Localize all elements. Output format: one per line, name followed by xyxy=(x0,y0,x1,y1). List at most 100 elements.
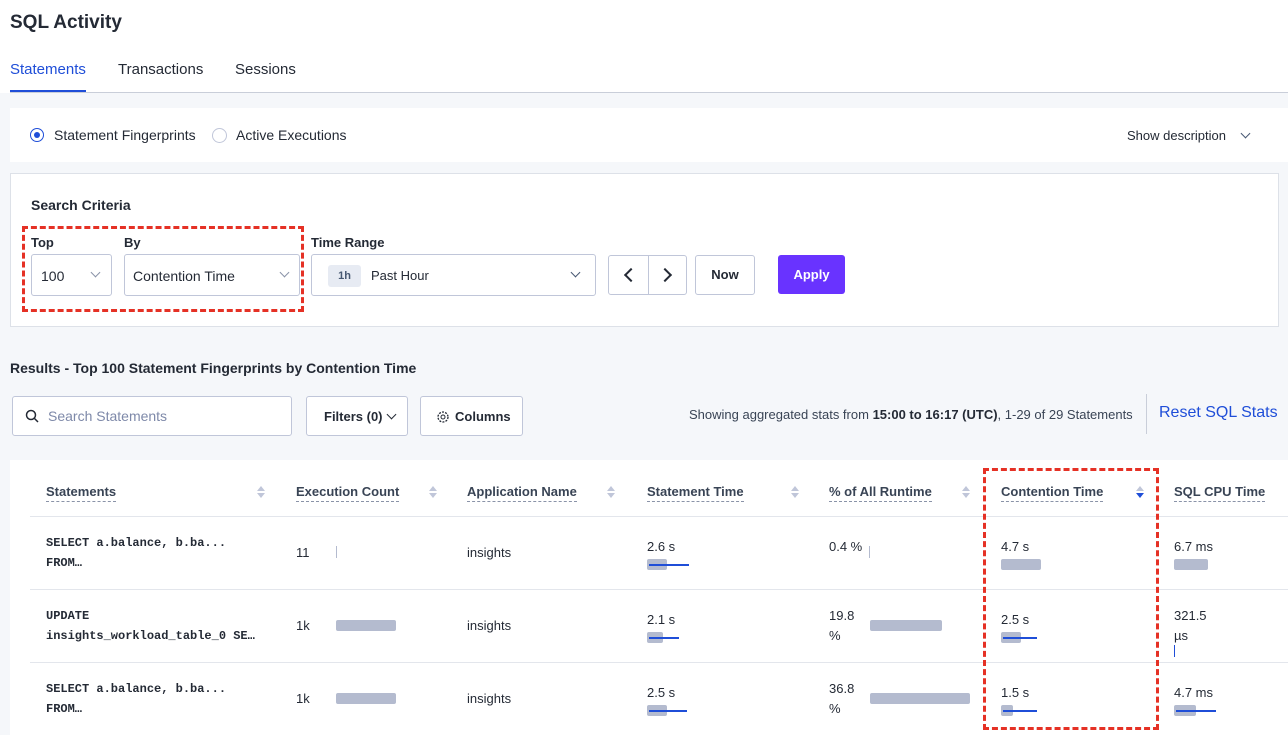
by-select[interactable]: Contention Time xyxy=(124,254,300,296)
mode-panel: Statement Fingerprints Active Executions… xyxy=(10,108,1288,162)
now-button[interactable]: Now xyxy=(695,255,755,295)
summary-prefix: Showing aggregated stats from xyxy=(689,407,869,422)
field-label: Top xyxy=(31,235,54,250)
description-toggle[interactable]: Show description xyxy=(1127,128,1226,143)
highlight-box xyxy=(983,468,1159,730)
table-cell: insights xyxy=(467,691,512,706)
row-divider xyxy=(30,662,1288,663)
sparkline xyxy=(870,620,942,631)
summary-suffix: , 1-29 of 29 Statements xyxy=(997,407,1133,422)
table-cell: 2.1 s xyxy=(647,612,676,627)
sparkline-line xyxy=(649,710,687,712)
section-title: Search Criteria xyxy=(31,197,131,213)
sparkline-line xyxy=(1003,637,1037,639)
tab[interactable]: Transactions xyxy=(118,61,204,78)
chevron xyxy=(1240,128,1251,139)
tab[interactable]: Statements xyxy=(10,61,86,78)
search-input[interactable]: Search Statements xyxy=(12,396,292,436)
reset-link[interactable]: Reset SQL Stats xyxy=(1159,404,1278,421)
radio-label[interactable]: Active Executions xyxy=(236,127,347,143)
sort-icon[interactable] xyxy=(429,485,437,498)
sparkline-line xyxy=(649,564,689,566)
table-cell: 321.5 µs xyxy=(1174,608,1207,643)
radio[interactable] xyxy=(212,128,227,143)
search-panel: Search Criteria Top 100 By Contention Ti… xyxy=(10,173,1279,327)
column-header[interactable]: % of All Runtime xyxy=(829,484,932,502)
table-cell: 36.8 % xyxy=(829,681,855,716)
column-header[interactable]: Contention Time xyxy=(1001,484,1104,502)
table-cell: 2.5 s xyxy=(647,685,676,700)
table-cell: 1.5 s xyxy=(1001,685,1030,700)
field-label: By xyxy=(124,235,141,250)
column-header[interactable]: Statements xyxy=(46,484,117,502)
chevron xyxy=(570,267,581,278)
select-value: Past Hour xyxy=(371,268,429,283)
sort-icon[interactable] xyxy=(257,485,265,498)
results-title: Results - Top 100 Statement Fingerprints… xyxy=(10,360,417,376)
table-cell: 4.7 ms xyxy=(1174,685,1214,700)
table-cell: 2.5 s xyxy=(1001,612,1030,627)
sparkline xyxy=(336,693,396,704)
sort-icon[interactable] xyxy=(791,485,799,498)
placeholder: Search Statements xyxy=(48,408,168,424)
sparkline xyxy=(1174,645,1175,657)
page-title: SQL Activity xyxy=(10,12,122,33)
radio[interactable] xyxy=(30,128,44,142)
column-header[interactable]: Statement Time xyxy=(647,484,744,502)
table-cell: UPDATE insights_workload_table_0 SE… xyxy=(46,609,255,643)
summary: Showing aggregated stats from 15:00 to 1… xyxy=(689,407,1133,422)
table-cell: 2.6 s xyxy=(647,539,676,554)
sparkline xyxy=(336,620,396,631)
table-cell: 1k xyxy=(296,618,310,633)
column-header[interactable]: Application Name xyxy=(467,484,577,502)
divider xyxy=(10,92,1288,93)
column-header[interactable]: SQL CPU Time xyxy=(1174,484,1266,502)
table-cell: 0.4 % xyxy=(829,539,863,554)
separator xyxy=(1146,394,1147,434)
table-cell: 4.7 s xyxy=(1001,539,1030,554)
sort-icon[interactable] xyxy=(1136,485,1144,498)
sparkline xyxy=(1001,559,1041,570)
table-cell: 19.8 % xyxy=(829,608,855,643)
row-divider xyxy=(30,516,1288,517)
sparkline-line xyxy=(1176,710,1216,712)
tab[interactable]: Sessions xyxy=(235,61,296,78)
sparkline-line xyxy=(1003,710,1037,712)
table-cell: 6.7 ms xyxy=(1174,539,1214,554)
column-header[interactable]: Execution Count xyxy=(296,484,400,502)
row-divider xyxy=(30,589,1288,590)
filters-button[interactable]: Filters (0) xyxy=(306,396,408,436)
sparkline-line xyxy=(649,637,679,639)
tab-underline xyxy=(10,90,86,93)
sparkline xyxy=(336,546,337,558)
field-label: Time Range xyxy=(311,235,385,250)
table-cell: 11 xyxy=(296,545,310,560)
table-cell: SELECT a.balance, b.ba... FROM… xyxy=(46,682,227,716)
button-label: Columns xyxy=(455,409,511,424)
table-cell: insights xyxy=(467,618,512,633)
radio-label[interactable]: Statement Fingerprints xyxy=(54,127,196,143)
table-cell: 1k xyxy=(296,691,310,706)
highlight-box xyxy=(22,226,304,312)
header-area xyxy=(0,0,1288,93)
apply-button[interactable]: Apply xyxy=(778,255,845,294)
gear-icon xyxy=(437,411,449,423)
chevron xyxy=(386,409,397,420)
search-icon xyxy=(25,409,39,423)
next-button[interactable] xyxy=(649,256,687,294)
table xyxy=(10,460,1288,735)
prev-button[interactable] xyxy=(609,256,648,294)
sparkline xyxy=(1174,559,1208,570)
time-select[interactable]: 1h Past Hour xyxy=(311,254,596,296)
select-value: 100 xyxy=(41,268,65,284)
table-cell: SELECT a.balance, b.ba... FROM… xyxy=(46,536,227,570)
columns-button[interactable]: Columns xyxy=(420,396,523,436)
top-select[interactable]: 100 xyxy=(31,254,112,296)
select-value: Contention Time xyxy=(133,268,235,284)
time-nav xyxy=(608,255,687,295)
sort-icon[interactable] xyxy=(962,485,970,498)
summary-range: 15:00 to 16:17 (UTC) xyxy=(872,407,998,422)
sort-icon[interactable] xyxy=(607,485,615,498)
sparkline xyxy=(869,546,870,558)
